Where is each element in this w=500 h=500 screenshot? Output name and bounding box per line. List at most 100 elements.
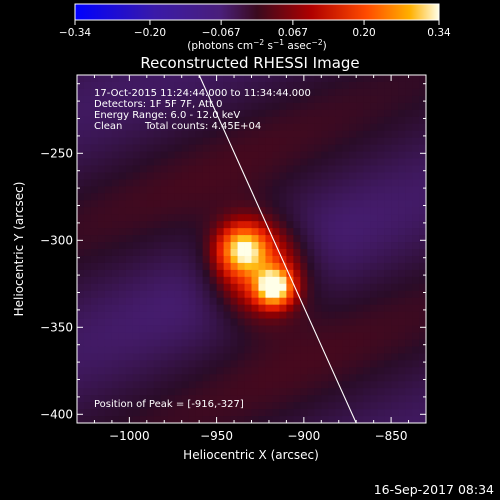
heatmap-cell bbox=[405, 283, 413, 292]
heatmap-cell bbox=[384, 207, 392, 215]
heatmap-cell bbox=[111, 255, 120, 264]
colorbar-tick-label: −0.20 bbox=[134, 27, 166, 39]
heatmap-cell bbox=[391, 325, 399, 333]
heatmap-cell bbox=[153, 276, 162, 285]
heatmap-cell bbox=[405, 367, 413, 375]
heatmap-cell bbox=[349, 332, 357, 340]
heatmap-cell bbox=[167, 360, 176, 368]
heatmap-cell bbox=[139, 186, 148, 194]
heatmap-cell bbox=[244, 402, 252, 410]
heatmap-cell bbox=[104, 262, 113, 271]
heatmap-cell bbox=[251, 262, 259, 271]
heatmap-cell bbox=[265, 172, 273, 180]
heatmap-cell bbox=[412, 109, 420, 118]
heatmap-cell bbox=[160, 388, 169, 396]
heatmap-cell bbox=[419, 116, 426, 125]
heatmap-cell bbox=[370, 221, 378, 229]
heatmap-cell bbox=[258, 325, 266, 333]
heatmap-cell bbox=[251, 102, 259, 111]
y-tick-label: −400 bbox=[40, 407, 73, 421]
heatmap-cell bbox=[349, 367, 357, 375]
heatmap-cell bbox=[83, 116, 92, 125]
heatmap-cell bbox=[314, 374, 322, 382]
heatmap-cell bbox=[349, 381, 357, 389]
y-tick-label: −250 bbox=[40, 146, 73, 160]
heatmap-cell bbox=[300, 109, 308, 118]
heatmap-cell bbox=[265, 395, 273, 403]
heatmap-cell bbox=[237, 346, 245, 354]
heatmap-cell bbox=[167, 144, 176, 152]
heatmap-cell bbox=[104, 221, 113, 229]
heatmap-cell bbox=[181, 235, 189, 243]
heatmap-cell bbox=[251, 353, 259, 361]
heatmap-cell bbox=[356, 221, 364, 229]
heatmap-cell bbox=[181, 297, 189, 305]
heatmap-cell bbox=[146, 200, 155, 208]
heatmap-cell bbox=[230, 346, 238, 354]
heatmap-cell bbox=[272, 297, 280, 305]
heatmap-cell bbox=[272, 395, 280, 403]
heatmap-cell bbox=[314, 318, 322, 326]
heatmap-cell bbox=[104, 235, 113, 243]
heatmap-cell bbox=[377, 109, 385, 118]
heatmap-cell bbox=[258, 221, 266, 229]
heatmap-cell bbox=[335, 325, 343, 333]
heatmap-cell bbox=[265, 95, 273, 104]
heatmap-cell bbox=[370, 172, 378, 180]
heatmap-cell bbox=[139, 381, 148, 389]
heatmap-cell bbox=[132, 360, 141, 368]
heatmap-cell bbox=[398, 144, 406, 152]
heatmap-cell bbox=[398, 137, 406, 145]
heatmap-cell bbox=[279, 102, 287, 111]
heatmap-cell bbox=[412, 249, 420, 257]
heatmap-cell bbox=[195, 283, 203, 292]
heatmap-cell bbox=[230, 123, 238, 131]
heatmap-cell bbox=[293, 249, 301, 257]
heatmap-cell bbox=[167, 367, 176, 375]
heatmap-cell bbox=[384, 228, 392, 236]
heatmap-cell bbox=[188, 172, 196, 180]
heatmap-cell bbox=[272, 374, 280, 382]
heatmap-cell bbox=[111, 290, 120, 299]
heatmap-cell bbox=[111, 186, 120, 194]
heatmap-cell bbox=[335, 186, 343, 194]
heatmap-cell bbox=[258, 172, 266, 180]
heatmap-cell bbox=[279, 346, 287, 354]
heatmap-cell bbox=[405, 381, 413, 389]
heatmap-cell bbox=[146, 276, 155, 285]
heatmap-cell bbox=[314, 123, 322, 131]
heatmap-cell bbox=[419, 325, 426, 333]
heatmap-cell bbox=[139, 409, 148, 417]
heatmap-cell bbox=[251, 283, 259, 292]
heatmap-cell bbox=[167, 228, 176, 236]
heatmap-cell bbox=[77, 200, 85, 208]
heatmap-cell bbox=[244, 409, 252, 417]
heatmap-cell bbox=[167, 332, 176, 340]
heatmap-cell bbox=[160, 123, 169, 131]
heatmap-cell bbox=[356, 269, 364, 278]
heatmap-cell bbox=[258, 409, 266, 417]
heatmap-cell bbox=[90, 81, 99, 90]
heatmap-cell bbox=[321, 179, 329, 187]
heatmap-cell bbox=[216, 137, 224, 145]
heatmap-cell bbox=[405, 402, 413, 410]
heatmap-cell bbox=[118, 269, 127, 278]
heatmap-cell bbox=[181, 130, 189, 138]
heatmap-cell bbox=[223, 332, 231, 340]
heatmap-cell bbox=[272, 311, 280, 319]
heatmap-cell bbox=[412, 186, 420, 194]
heatmap-cell bbox=[412, 158, 420, 166]
heatmap-cell bbox=[118, 81, 127, 90]
heatmap-cell bbox=[77, 255, 85, 264]
heatmap-cell bbox=[83, 179, 92, 187]
heatmap-cell bbox=[146, 109, 155, 118]
heatmap-cell bbox=[202, 255, 210, 264]
heatmap-cell bbox=[307, 193, 315, 201]
heatmap-cell bbox=[111, 130, 120, 138]
heatmap-cell bbox=[216, 290, 224, 299]
heatmap-cell bbox=[209, 179, 217, 187]
heatmap-cell bbox=[77, 109, 85, 118]
heatmap-cell bbox=[202, 374, 210, 382]
heatmap-cell bbox=[188, 137, 196, 145]
heatmap-cell bbox=[265, 325, 273, 333]
